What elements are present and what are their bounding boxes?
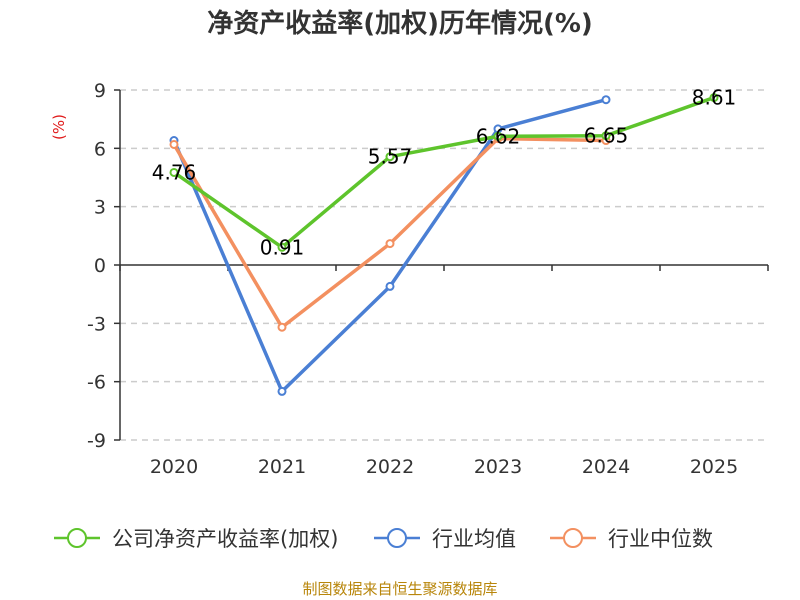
- data-label: 5.57: [368, 145, 413, 169]
- grid-layer: [120, 89, 768, 441]
- data-point[interactable]: [385, 239, 395, 249]
- data-point[interactable]: [493, 131, 503, 141]
- legend-marker: [67, 528, 87, 548]
- legend-item-1[interactable]: 行业均值: [374, 527, 516, 551]
- legend-label: 行业均值: [432, 527, 516, 551]
- x-tick-label: 2020: [150, 456, 198, 478]
- series-line-0: [173, 95, 715, 250]
- y-tick-label: 3: [94, 197, 106, 219]
- y-tick-label: 9: [94, 80, 106, 102]
- y-tick-label: 0: [94, 255, 106, 277]
- data-point[interactable]: [601, 131, 611, 141]
- legend-marker: [563, 528, 583, 548]
- legend[interactable]: 公司净资产收益率(加权) 行业均值 行业中位数: [54, 527, 713, 551]
- data-label: 4.76: [152, 160, 197, 184]
- x-tick-label: 2023: [474, 456, 522, 478]
- legend-label: 公司净资产收益率(加权): [112, 527, 338, 551]
- data-point[interactable]: [385, 152, 395, 162]
- series-layer: [169, 93, 719, 396]
- chart-title: 净资产收益率(加权)历年情况(%): [207, 8, 593, 39]
- data-point[interactable]: [277, 386, 287, 396]
- legend-label: 行业中位数: [608, 527, 713, 551]
- data-label: 8.61: [692, 86, 737, 110]
- x-tick-label: 2024: [582, 456, 630, 478]
- y-tick-label: -9: [87, 430, 106, 452]
- legend-item-2[interactable]: 行业中位数: [550, 527, 713, 551]
- legend-item-0[interactable]: 公司净资产收益率(加权): [54, 527, 338, 551]
- x-tick-label: 2025: [690, 456, 738, 478]
- data-point[interactable]: [709, 93, 719, 103]
- legend-marker: [387, 528, 407, 548]
- data-point[interactable]: [277, 242, 287, 252]
- data-label: 0.91: [260, 235, 305, 259]
- data-point[interactable]: [169, 167, 179, 177]
- x-tick-label: 2021: [258, 456, 306, 478]
- data-point[interactable]: [601, 95, 611, 105]
- y-tick-label: -3: [87, 313, 106, 335]
- axis-layer: 9 6 3 0 -3 -6 -9 2020 2021 2022 2023 2024 2025: [87, 80, 769, 478]
- y-tick-label: 6: [94, 138, 106, 160]
- data-point[interactable]: [277, 322, 287, 332]
- x-tick-label: 2022: [366, 456, 414, 478]
- data-label: 6.65: [584, 124, 629, 148]
- data-label-layer: 4.76 0.91 5.57 6.62 6.65 8.61: [152, 86, 737, 260]
- data-point[interactable]: [169, 139, 179, 149]
- y-tick-label: -6: [87, 372, 106, 394]
- y-axis-unit: (%): [50, 114, 68, 140]
- data-point[interactable]: [385, 281, 395, 291]
- data-label: 6.62: [476, 124, 521, 148]
- source-note: 制图数据来自恒生聚源数据库: [302, 580, 497, 598]
